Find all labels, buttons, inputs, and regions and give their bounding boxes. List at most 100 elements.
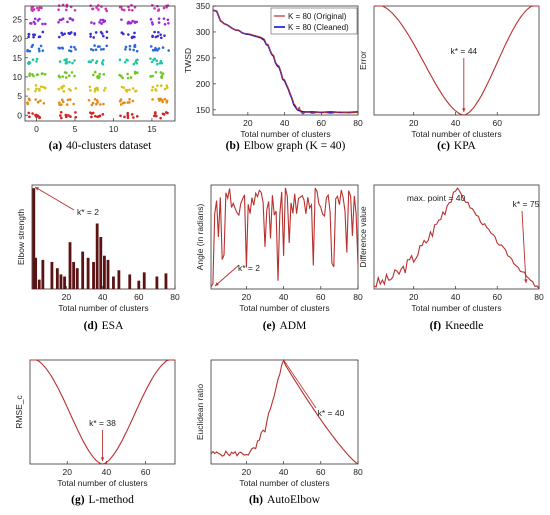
cluster-point [149,45,153,48]
panel-h: (h) AutoElbow 20 40 60 80 Total number of clus… [195,358,363,506]
cluster-point [158,61,162,65]
cluster-point [27,35,30,39]
annotation-label: k* = 40 [318,408,345,418]
cluster-point [67,87,71,91]
x-tick-label: 80 [353,118,363,128]
plot-frame [373,5,540,116]
x-tick-label: 20 [409,292,419,302]
x-tick-label: 20 [242,467,252,477]
x-axis-label: Total number of clusters [57,478,147,488]
y-tick-label: 10 [13,72,23,82]
cluster-point [96,115,99,119]
cluster-point [122,32,125,36]
cluster-point [89,111,92,114]
cluster-point [90,103,94,107]
caption-letter: (g) [71,494,85,506]
x-tick-label: 40 [279,292,289,302]
x-tick-label: 60 [316,467,326,477]
cluster-point [159,71,163,74]
annotation-label: k* = 2 [77,207,99,217]
cluster-point [31,58,35,61]
cluster-point [131,87,135,90]
y-tick-label: 15 [13,53,23,63]
cluster-point [98,114,102,118]
y-axis-label: TWSD [183,48,193,73]
cluster-point [104,7,108,11]
cluster-point [92,22,96,25]
cluster-point [57,20,60,24]
panel-f: (f) Kneedle 20 40 60 80 Total number of cluste… [358,184,544,332]
plot-frame [373,184,540,290]
cluster-point [33,17,37,21]
cluster-point [69,31,73,34]
cluster-point [121,101,125,105]
cluster-point [165,5,168,9]
x-axis-label: Total number of clusters [411,129,501,139]
arrow-head [524,279,528,283]
x-tick-label: 20 [62,467,72,477]
x-axis-label: Total number of clusters [239,303,329,313]
cluster-point [150,60,154,64]
bar [155,276,159,289]
cluster-point [61,100,65,104]
cluster-point [93,97,97,101]
arrow-head [215,282,219,286]
cluster-point [118,99,122,103]
cluster-point [156,62,159,66]
cluster-point [151,74,154,78]
cluster-point [132,62,136,66]
cluster-point [105,9,108,13]
panel-b: (b) Elbow graph (K = 40) 20 40 60 80 Total num… [183,1,363,152]
cluster-point [89,89,92,92]
caption: (b) Elbow graph (K = 40) [226,140,346,152]
cluster-point [91,111,95,115]
cluster-point [74,87,78,90]
cluster-point [99,30,103,34]
cluster-point [60,18,63,22]
cluster-point [128,98,131,101]
cluster-point [87,98,91,102]
cluster-point [132,116,135,119]
cluster-point [90,115,93,119]
x-tick-label: 20 [409,118,419,128]
cluster-point [66,98,70,102]
cluster-point [69,45,73,49]
series-ratio [210,358,359,465]
bar [68,242,72,289]
cluster-point [133,31,136,35]
x-axis-label: Total number of clusters [58,303,148,313]
cluster-point [28,49,32,53]
cluster-point [28,115,31,119]
cluster-point [118,58,122,62]
x-tick-label: 40 [451,292,461,302]
cluster-point [127,8,131,12]
x-tick-label: 10 [109,124,119,134]
cluster-point [27,32,31,36]
cluster-point [101,59,105,62]
y-tick-label: 5 [17,91,22,101]
cluster-point [89,32,92,36]
cluster-point [34,98,38,101]
cluster-point [41,22,44,26]
cluster-point [31,112,34,115]
x-tick-label: 40 [451,118,461,128]
cluster-point [39,44,43,48]
bar [164,273,168,289]
cluster-point [73,74,76,78]
cluster-point [153,57,157,61]
cluster-point [32,74,35,78]
cluster-point [95,59,99,63]
plot-frame [212,5,359,116]
legend-label-cleaned: K = 80 (Cleaned) [288,23,349,32]
cluster-point [99,18,102,22]
cluster-point [154,111,157,114]
cluster-point [166,111,169,115]
cluster-point [162,17,166,20]
plot-frame [210,184,359,290]
cluster-point [67,114,70,117]
cluster-point [89,35,92,38]
cluster-point [31,43,35,47]
cluster-point [64,61,68,65]
panel-a: (a) 40-clusters dataset 0 5 10 15 0 5 10 15 20 25 [13,3,176,152]
